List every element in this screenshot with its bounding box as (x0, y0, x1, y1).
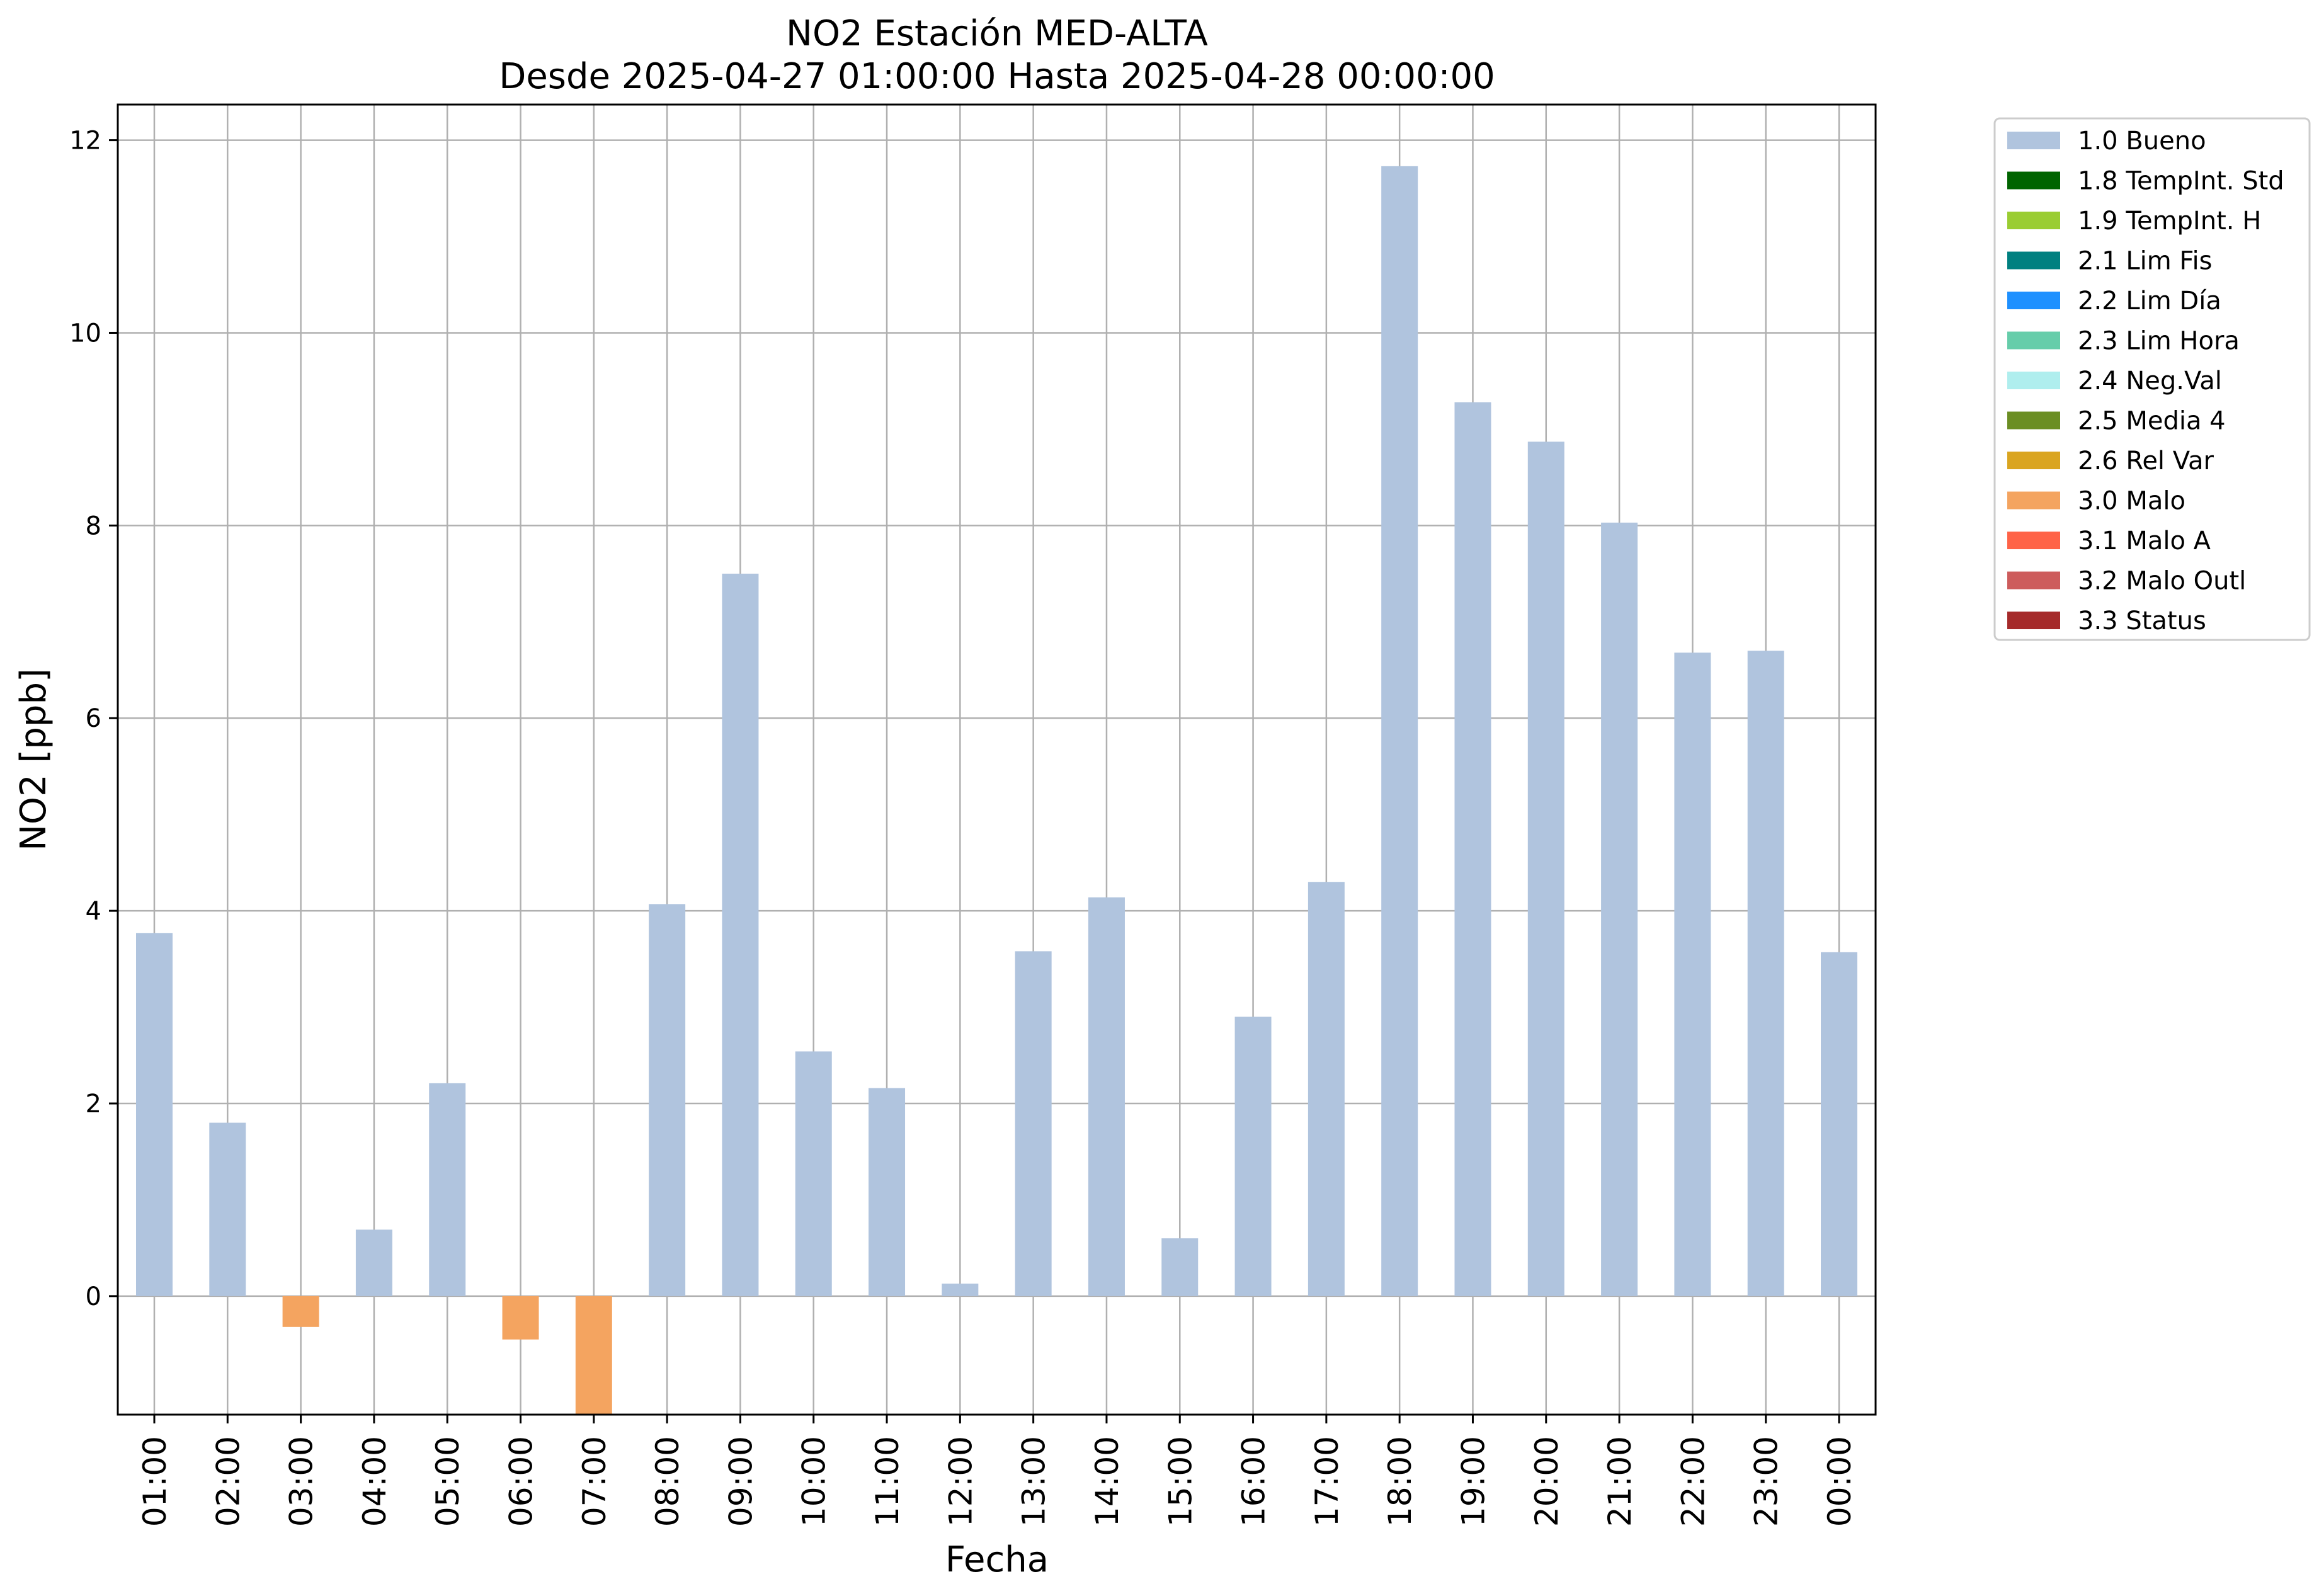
legend-swatch (2007, 612, 2060, 629)
legend-label: 3.2 Malo Outl (2078, 567, 2246, 596)
x-tick-label: 13:00 (1016, 1436, 1052, 1527)
bar-19:00 (1454, 402, 1491, 1296)
legend-swatch (2007, 372, 2060, 389)
legend-label: 2.1 Lim Fis (2078, 247, 2212, 276)
bar-22:00 (1674, 653, 1711, 1296)
bar-00:00 (1821, 952, 1857, 1296)
legend-label: 3.3 Status (2078, 607, 2206, 636)
bar-18:00 (1381, 166, 1418, 1296)
legend-swatch (2007, 292, 2060, 309)
bar-07:00 (575, 1296, 612, 1415)
legend-label: 2.6 Rel Var (2078, 447, 2214, 476)
bar-01:00 (136, 933, 173, 1296)
legend-swatch (2007, 411, 2060, 430)
y-tick-label: 12 (69, 127, 101, 156)
x-tick-label: 17:00 (1309, 1436, 1345, 1527)
y-tick-label: 4 (86, 897, 101, 926)
legend-label: 2.2 Lim Día (2078, 287, 2221, 316)
x-tick-label: 19:00 (1455, 1436, 1491, 1527)
x-axis-label: Fecha (945, 1539, 1049, 1580)
bar-13:00 (1015, 951, 1052, 1296)
x-tick-label: 15:00 (1162, 1436, 1199, 1527)
y-tick-label: 8 (86, 511, 101, 540)
y-tick-label: 2 (86, 1090, 101, 1119)
legend-swatch (2007, 251, 2060, 270)
legend-label: 1.0 Bueno (2078, 127, 2206, 156)
y-axis-label: NO2 [ppb] (13, 668, 54, 851)
legend-swatch (2007, 452, 2060, 469)
bar-12:00 (942, 1284, 979, 1296)
legend-swatch (2007, 132, 2060, 149)
x-tick-label: 03:00 (283, 1436, 320, 1527)
bar-23:00 (1747, 651, 1784, 1296)
legend-label: 2.3 Lim Hora (2078, 327, 2240, 356)
legend: 1.0 Bueno 1.8 TempInt. Std 1.9 TempInt. H 2… (1993, 117, 2311, 641)
chart-subtitle: Desde 2025-04-27 01:00:00 Hasta 2025-04-… (499, 56, 1495, 97)
x-tick-label: 01:00 (137, 1436, 173, 1527)
bar-21:00 (1601, 522, 1638, 1296)
legend-swatch (2007, 532, 2060, 549)
y-tick-label: 0 (86, 1282, 101, 1311)
x-tick-label: 11:00 (869, 1436, 906, 1527)
x-tick-label: 10:00 (796, 1436, 833, 1527)
x-tick-label: 08:00 (649, 1436, 686, 1527)
x-tick-label: 14:00 (1089, 1436, 1125, 1527)
x-tick-label: 02:00 (210, 1436, 246, 1527)
bars-group (136, 166, 1857, 1415)
legend-label: 3.0 Malo (2078, 487, 2185, 516)
bar-03:00 (282, 1296, 319, 1327)
bar-11:00 (869, 1088, 906, 1296)
legend-swatch (2007, 571, 2060, 590)
legend-label: 2.5 Media 4 (2078, 407, 2226, 436)
plot-frame (117, 103, 1877, 1416)
bar-08:00 (649, 904, 686, 1296)
legend-swatch (2007, 491, 2060, 510)
y-axis-ticks: 0 2 4 6 8 10 12 (69, 127, 118, 1311)
legend-swatch (2007, 212, 2060, 229)
legend-label: 1.9 TempInt. H (2078, 207, 2261, 236)
bar-09:00 (722, 573, 759, 1296)
y-tick-label: 6 (86, 704, 101, 733)
x-tick-label: 12:00 (942, 1436, 979, 1527)
bar-14:00 (1088, 897, 1125, 1296)
bar-06:00 (502, 1296, 539, 1340)
x-axis-ticks: 01:00 02:00 03:00 04:00 05:00 06:00 07:00 08:00… (137, 1415, 1858, 1527)
bar-05:00 (429, 1083, 466, 1296)
legend-label: 2.4 Neg.Val (2078, 367, 2222, 396)
x-tick-label: 07:00 (576, 1436, 613, 1527)
x-tick-label: 09:00 (722, 1436, 759, 1527)
x-tick-label: 23:00 (1748, 1436, 1785, 1527)
x-tick-label: 05:00 (430, 1436, 466, 1527)
x-tick-label: 04:00 (356, 1436, 393, 1527)
legend-swatch (2007, 171, 2060, 190)
legend-frame (1993, 117, 2311, 641)
bar-16:00 (1234, 1017, 1272, 1296)
legend-label: 1.8 TempInt. Std (2078, 167, 2284, 196)
x-tick-label: 16:00 (1236, 1436, 1272, 1527)
bar-20:00 (1527, 442, 1564, 1296)
chart-title: NO2 Estación MED-ALTA (786, 13, 1208, 54)
bar-15:00 (1161, 1238, 1199, 1296)
x-tick-label: 20:00 (1529, 1436, 1565, 1527)
bar-02:00 (209, 1122, 246, 1296)
x-tick-label: 22:00 (1675, 1436, 1711, 1527)
x-tick-label: 21:00 (1602, 1436, 1638, 1527)
x-tick-label: 00:00 (1821, 1436, 1858, 1527)
bar-17:00 (1308, 882, 1345, 1296)
legend-swatch (2007, 331, 2060, 350)
legend-label: 3.1 Malo A (2078, 527, 2211, 556)
bar-04:00 (355, 1229, 392, 1296)
y-tick-label: 10 (69, 319, 101, 348)
bar-10:00 (795, 1051, 832, 1296)
x-tick-label: 06:00 (503, 1436, 540, 1527)
x-tick-label: 18:00 (1382, 1436, 1418, 1527)
